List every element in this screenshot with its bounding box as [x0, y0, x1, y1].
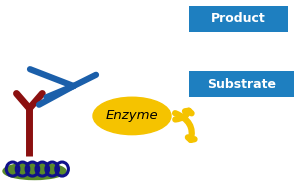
FancyBboxPatch shape [189, 71, 294, 97]
Ellipse shape [93, 97, 171, 135]
Text: Enzyme: Enzyme [106, 109, 158, 122]
FancyBboxPatch shape [189, 6, 288, 32]
Text: Substrate: Substrate [207, 78, 276, 91]
Ellipse shape [3, 163, 66, 180]
Text: Product: Product [211, 12, 266, 25]
